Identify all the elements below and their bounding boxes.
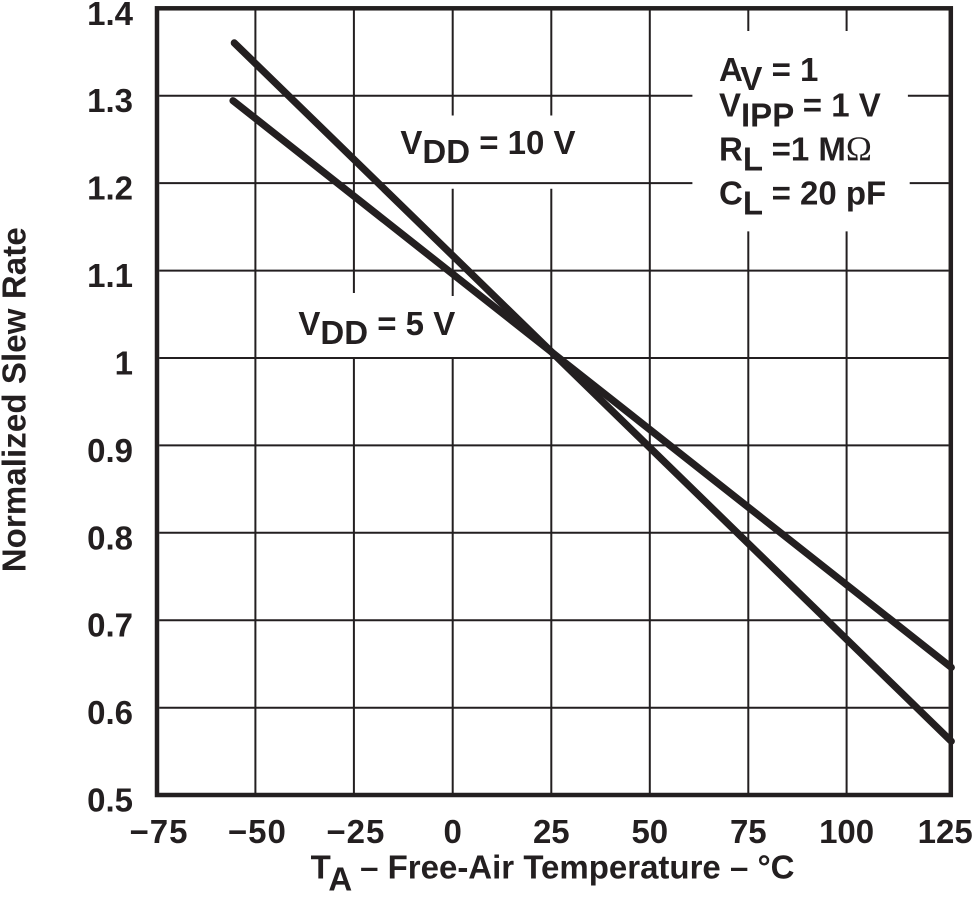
svg-text:1.2: 1.2: [87, 170, 133, 207]
svg-text:0.6: 0.6: [87, 694, 133, 731]
svg-text:0.7: 0.7: [87, 607, 133, 644]
svg-text:100: 100: [819, 813, 874, 850]
svg-text:CL = 20 pF: CL = 20 pF: [719, 175, 886, 222]
svg-text:TA – Free-Air Temperature – °C: TA – Free-Air Temperature – °C: [311, 848, 795, 892]
svg-text:−75: −75: [130, 813, 189, 850]
svg-text:VDD = 5 V: VDD = 5 V: [298, 305, 455, 351]
svg-text:125: 125: [918, 813, 972, 850]
svg-text:0.5: 0.5: [87, 782, 133, 819]
svg-text:75: 75: [730, 813, 767, 850]
svg-text:−50: −50: [228, 813, 287, 850]
svg-text:50: 50: [631, 813, 668, 850]
svg-text:Normalized Slew Rate: Normalized Slew Rate: [0, 227, 33, 572]
svg-text:1.3: 1.3: [87, 82, 133, 119]
svg-text:1.1: 1.1: [87, 257, 133, 294]
svg-text:0: 0: [444, 813, 462, 850]
svg-text:VDD = 10 V: VDD = 10 V: [400, 124, 575, 170]
svg-text:0.9: 0.9: [87, 432, 133, 469]
svg-text:25: 25: [533, 813, 570, 850]
svg-text:RL =1 MΩ: RL =1 MΩ: [719, 130, 872, 178]
svg-text:−25: −25: [326, 813, 385, 850]
svg-text:1: 1: [115, 345, 133, 382]
svg-text:VIPP = 1 V: VIPP = 1 V: [719, 87, 881, 134]
svg-text:0.8: 0.8: [87, 519, 133, 556]
svg-text:1.4: 1.4: [87, 0, 134, 32]
